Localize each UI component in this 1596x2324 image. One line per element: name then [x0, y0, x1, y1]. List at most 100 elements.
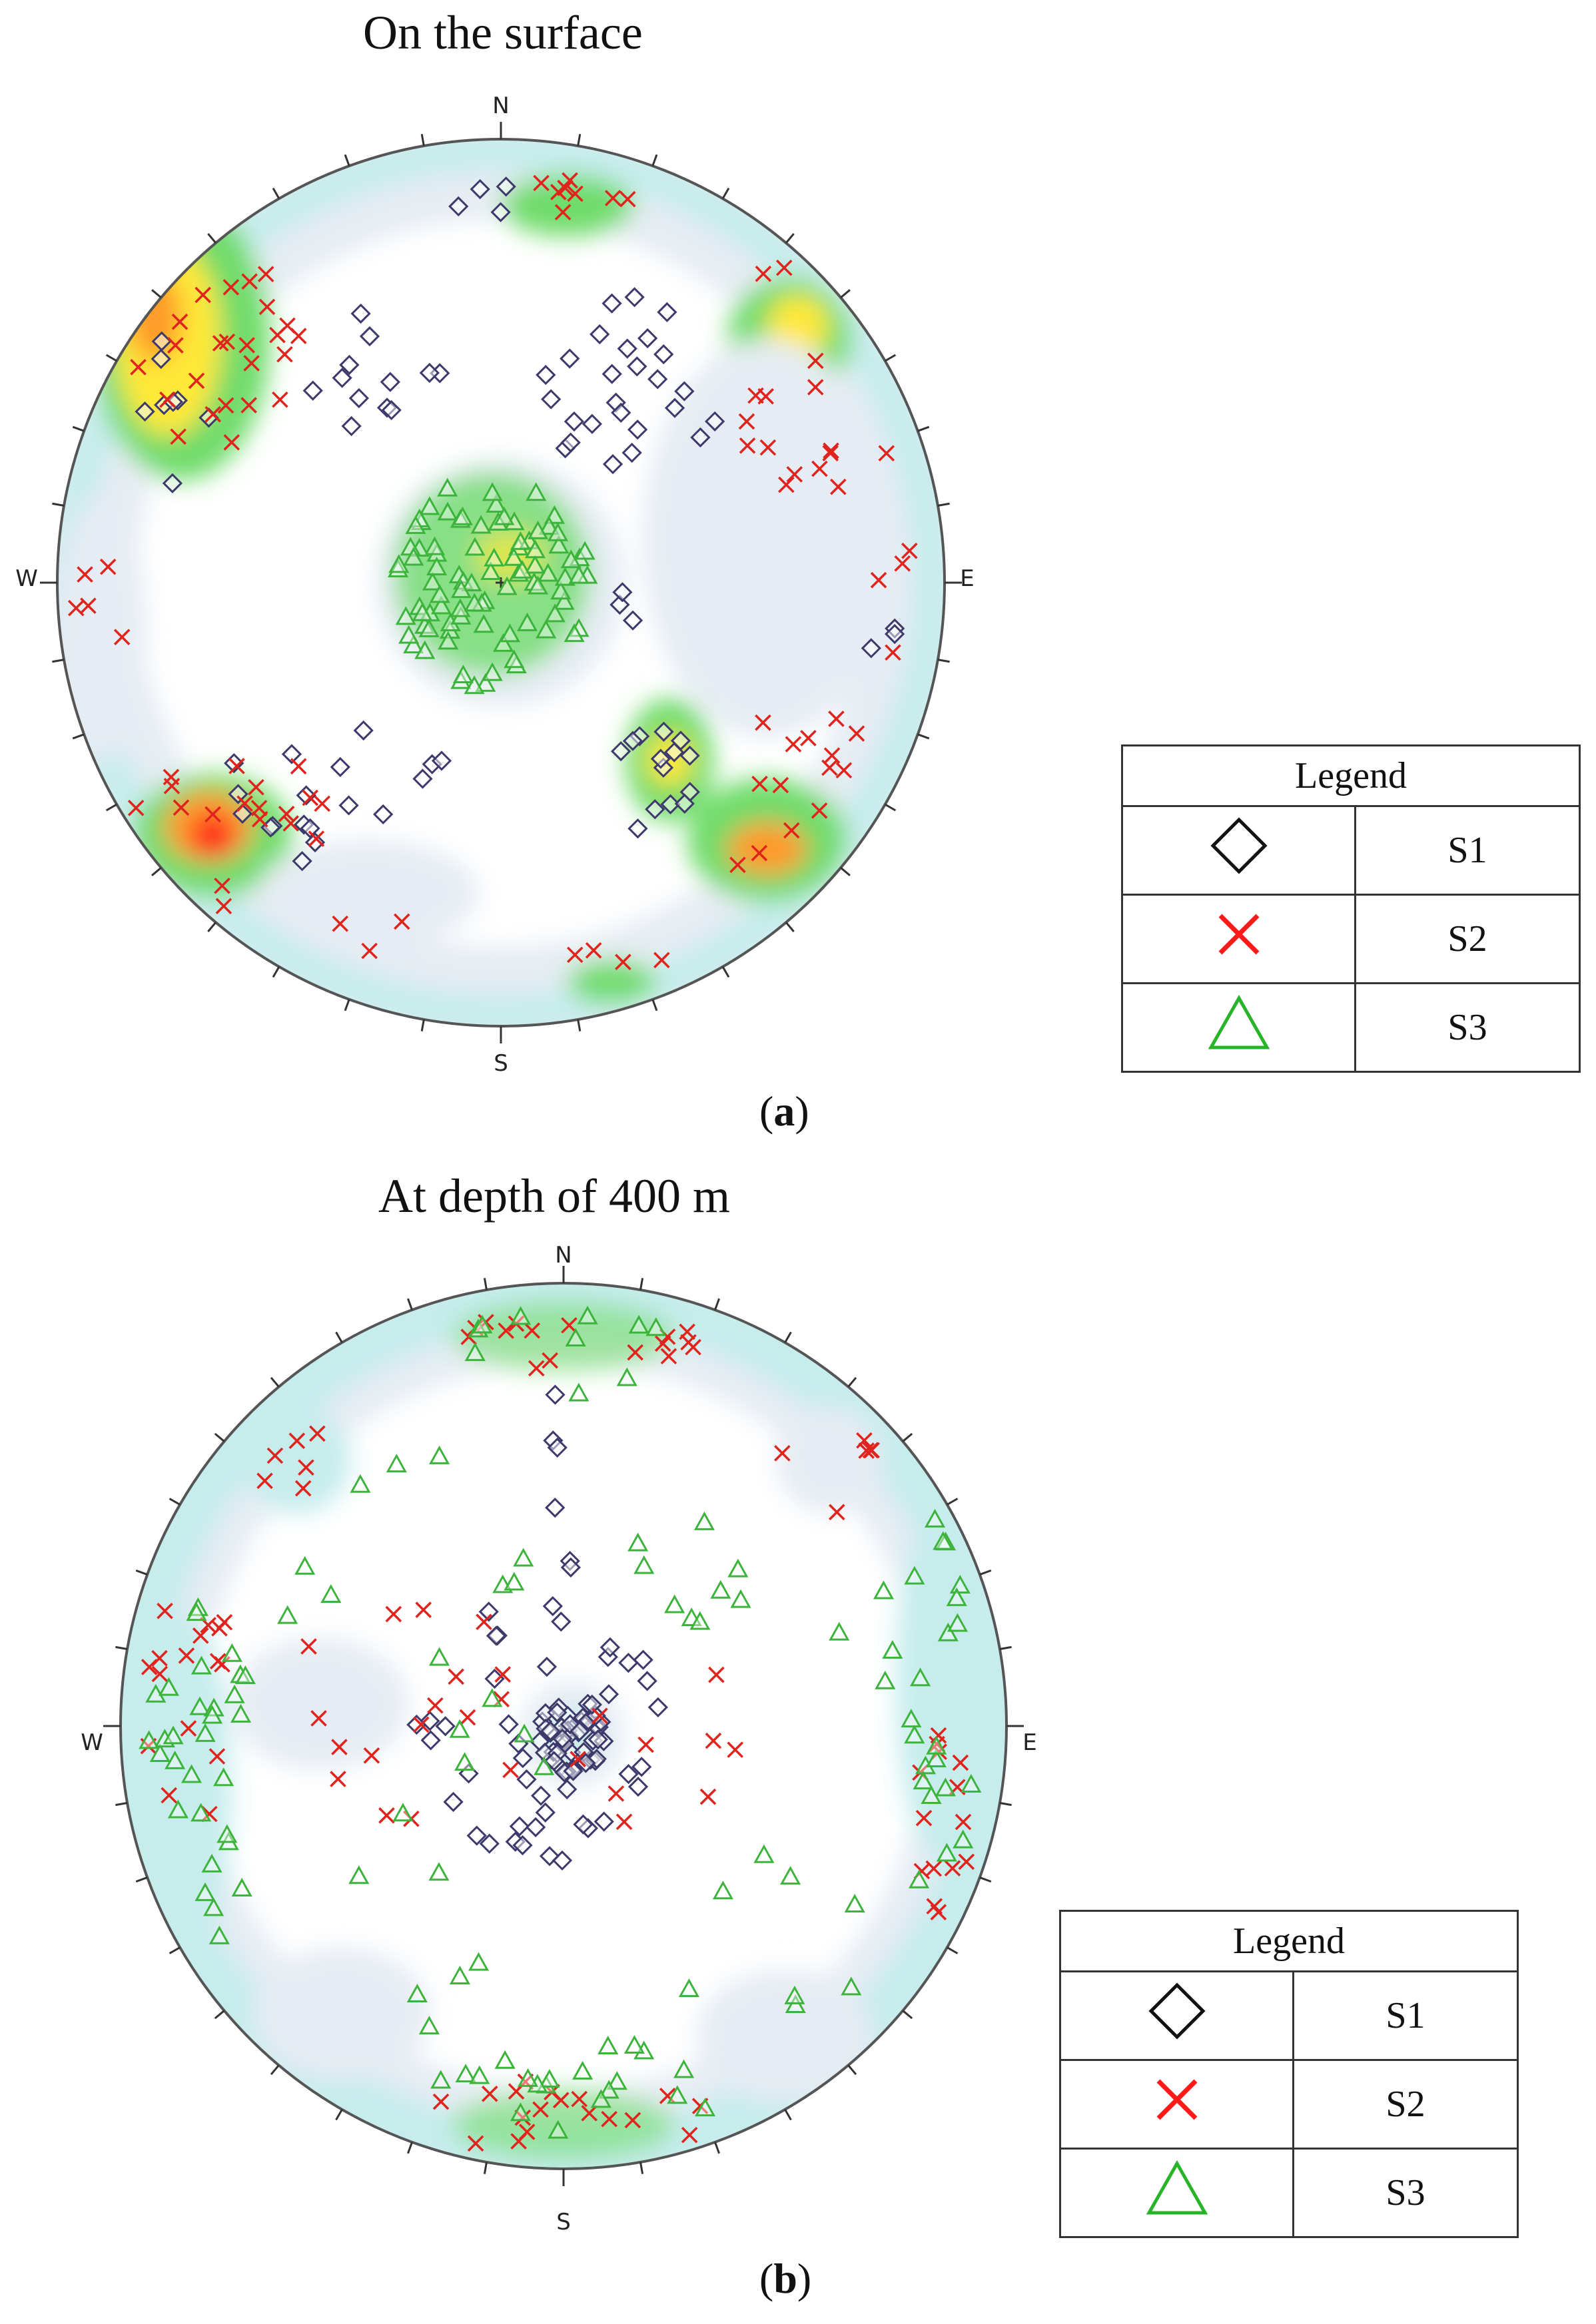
s2-point [708, 1666, 725, 1683]
s3-point [429, 1445, 450, 1464]
s3-point [935, 1777, 956, 1797]
s2-point [514, 2109, 532, 2126]
s2-point [807, 379, 824, 396]
s2-point [727, 1741, 744, 1758]
s3-point [472, 1314, 493, 1334]
s2-point [157, 1602, 173, 1619]
s2-point [685, 1338, 701, 1356]
s2-point [822, 445, 839, 461]
s2-point [554, 204, 572, 220]
s2-point [755, 714, 771, 731]
compass-south: S [556, 2209, 571, 2235]
s2-point [811, 802, 828, 819]
s1-point [330, 756, 350, 778]
s1-point [338, 795, 359, 816]
s2-point [786, 466, 803, 483]
s3-point [875, 1670, 896, 1689]
s2-point [774, 1445, 791, 1462]
s1-point [573, 1814, 594, 1835]
s3-point [437, 501, 458, 521]
s1-point [544, 1751, 564, 1771]
s3-point [518, 2068, 539, 2087]
s1-point [478, 1601, 499, 1622]
s3-point [414, 640, 436, 659]
s3-point [493, 633, 514, 652]
s1-point [479, 1833, 500, 1854]
s3-point [616, 1367, 637, 1386]
s3-point [392, 1803, 414, 1822]
s2-point [705, 1732, 722, 1749]
s2-point [581, 2105, 598, 2122]
s3-point [548, 535, 570, 554]
tick-mark [169, 1498, 181, 1506]
tick-mark [999, 1645, 1012, 1651]
s2-point [955, 1813, 972, 1831]
s3-point [785, 1994, 806, 2014]
s1-point [664, 398, 685, 418]
s3-point [882, 1639, 903, 1659]
s3-point [554, 591, 575, 610]
s1-point [535, 1802, 556, 1823]
s2-point [314, 795, 330, 812]
s2-point [288, 1432, 306, 1450]
s3-point [484, 547, 505, 567]
s2-point [171, 313, 189, 330]
s2-point [878, 445, 895, 461]
s2-point [494, 1666, 512, 1683]
s3-point [598, 2080, 619, 2099]
s2-point [332, 915, 349, 932]
tick-mark [840, 866, 851, 876]
s2-point [604, 190, 621, 206]
s3-point [568, 565, 590, 584]
tick-mark [947, 1946, 959, 1954]
s2-point [266, 1447, 284, 1464]
s3-point [936, 1843, 957, 1862]
s3-point [139, 1730, 160, 1749]
s1-point [653, 344, 674, 365]
s3-point [424, 536, 446, 555]
s1-point [359, 326, 380, 347]
s1-point [582, 1694, 602, 1715]
s3-point [426, 556, 448, 575]
s3-point [534, 1756, 555, 1775]
s1-point [622, 730, 643, 751]
tick-mark [483, 2162, 488, 2174]
s2-point [858, 1442, 875, 1459]
s2-point [248, 778, 264, 796]
s2-point [282, 815, 300, 832]
s3-point [464, 1342, 486, 1361]
compass-north: N [492, 93, 509, 119]
panel-b-caption: (b) [759, 2255, 812, 2302]
s3-point [645, 1317, 667, 1336]
s3-point [910, 1667, 931, 1687]
s3-point [901, 1709, 922, 1728]
s2-point [130, 359, 147, 376]
tick-mark [207, 233, 217, 244]
s3-point [510, 531, 532, 550]
s3-point [473, 614, 494, 633]
s2-point [481, 2086, 498, 2102]
s3-point [547, 522, 569, 541]
tick-mark [52, 659, 65, 663]
tick-mark [979, 1569, 992, 1576]
s3-point [464, 537, 486, 556]
s1-point [350, 303, 371, 324]
s3-point [503, 547, 524, 566]
triangle-icon [1208, 994, 1270, 1049]
s2-point [415, 1601, 432, 1618]
s3-point [165, 1750, 186, 1769]
stereonet-plot-surface: N E S W [15, 93, 975, 1077]
tick-mark [714, 1298, 721, 1310]
s1-point [601, 293, 622, 314]
s1-point [540, 1721, 561, 1741]
s2-point [427, 1697, 444, 1714]
s1-point [547, 1437, 568, 1458]
s2-point [127, 800, 145, 816]
s2-point [585, 942, 602, 959]
s2-point [300, 1638, 317, 1655]
s2-point [215, 898, 232, 914]
s1-point [618, 1652, 639, 1673]
tick-mark [937, 659, 950, 663]
s3-point [512, 559, 533, 579]
s3-point [216, 1824, 238, 1843]
